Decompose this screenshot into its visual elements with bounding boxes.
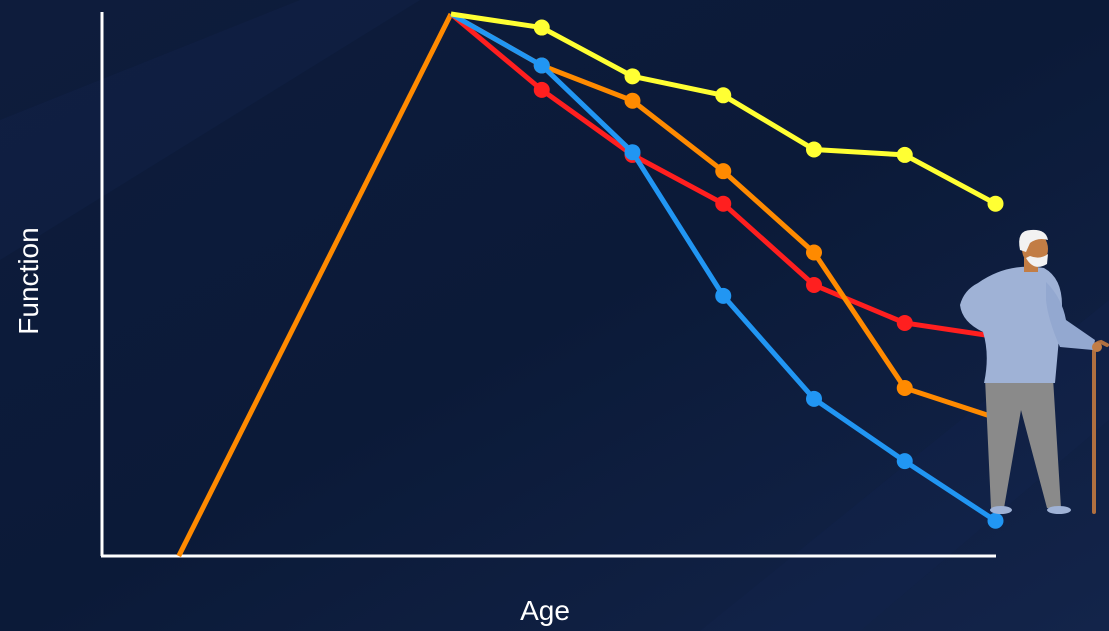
series-4-point — [715, 87, 732, 104]
series-3-point — [624, 144, 641, 161]
series-layer — [176, 11, 1004, 558]
series-3-point — [896, 453, 913, 470]
series-2-point — [806, 244, 822, 261]
background-stripe — [0, 0, 420, 260]
elderly-man-with-cane-icon — [960, 229, 1109, 514]
series-3-point — [533, 57, 550, 74]
series-3-point — [715, 287, 732, 304]
series-4-point — [533, 19, 550, 36]
series-1-point — [715, 195, 732, 212]
series-4-point — [896, 146, 913, 163]
series-3-point — [987, 512, 1004, 529]
series-0 — [176, 12, 454, 558]
x-axis-title: Age — [520, 595, 570, 626]
series-0-line — [176, 12, 454, 558]
series-3-point — [806, 390, 822, 407]
series-3 — [449, 11, 1004, 529]
series-1-point — [533, 81, 550, 98]
series-4-point — [624, 68, 641, 85]
y-axis-title: Function — [13, 227, 44, 334]
series-4-point — [987, 195, 1004, 212]
series-2-point — [896, 379, 913, 396]
series-4 — [450, 11, 1004, 212]
series-4-point — [806, 141, 822, 158]
series-1-point — [896, 314, 913, 331]
series-2-point — [715, 163, 732, 180]
series-2-point — [624, 92, 641, 109]
series-1-point — [806, 277, 822, 293]
